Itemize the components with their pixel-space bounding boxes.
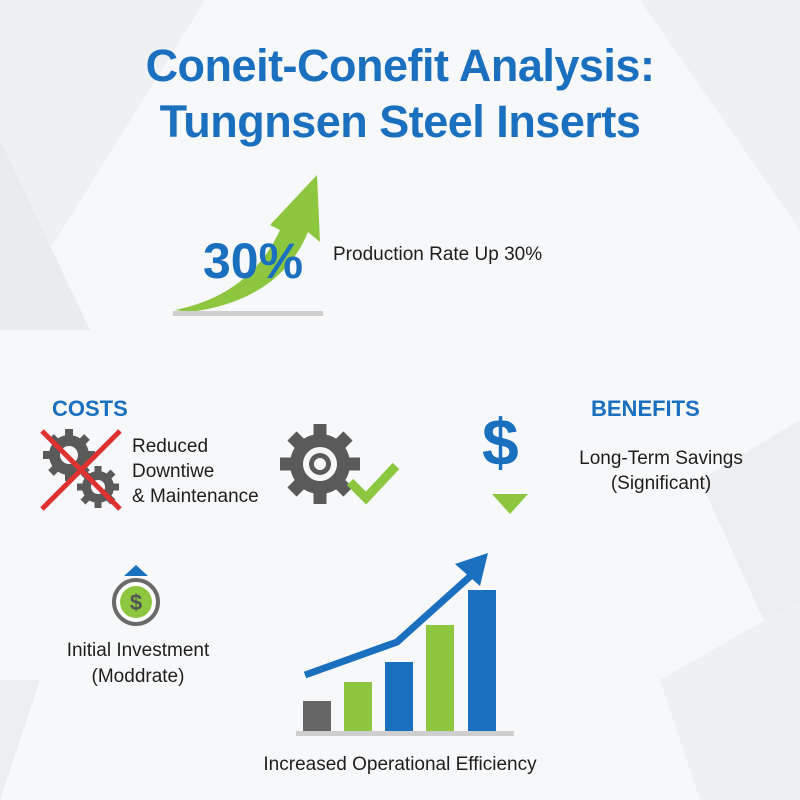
chart-bar [385,662,413,731]
title-line-2: Tungnsen Steel Inserts [159,96,641,147]
production-label: Production Rate Up 30% [333,244,543,265]
crossed-out-gears-icon [40,429,122,511]
initial-investment-label: Initial Investment (Moddrate) [48,638,228,690]
title-line-1: Coneit-Conefit Analysis: [145,40,655,91]
label-line: Long-Term Savings [579,448,743,469]
chart-bar [344,682,372,731]
chart-bar [468,590,496,731]
reduced-downtime-label: Reduced Downtiwe & Maintenance [132,434,259,509]
page-title: Coneit-Conefit Analysis: Tungnsen Steel … [0,38,800,150]
benefits-heading: BENEFITS [591,396,700,421]
green-down-arrow-icon [492,494,528,514]
dollar-icon: $ [482,405,519,479]
efficiency-label: Increased Operational Efficiency [263,754,537,775]
label-line: Initial Investment [66,640,210,661]
svg-text:$: $ [130,590,142,615]
costs-heading: COSTS [52,396,128,421]
dollar-coin-up-icon: $ [112,565,160,626]
bar-chart-trend-icon [296,553,514,736]
green-up-arrow-icon [173,175,323,316]
label-line: (Moddrate) [91,666,185,687]
long-term-savings-label: Long-Term Savings (Significant) [556,446,766,496]
production-value: 30% [203,233,304,289]
label-line: Reduced [132,436,209,457]
label-line: (Significant) [610,473,712,494]
chart-bar [426,625,454,731]
label-line: Downtiwe [132,461,215,482]
chart-bar [303,701,331,731]
gear-check-icon [280,424,400,505]
label-line: & Maintenance [132,486,259,507]
